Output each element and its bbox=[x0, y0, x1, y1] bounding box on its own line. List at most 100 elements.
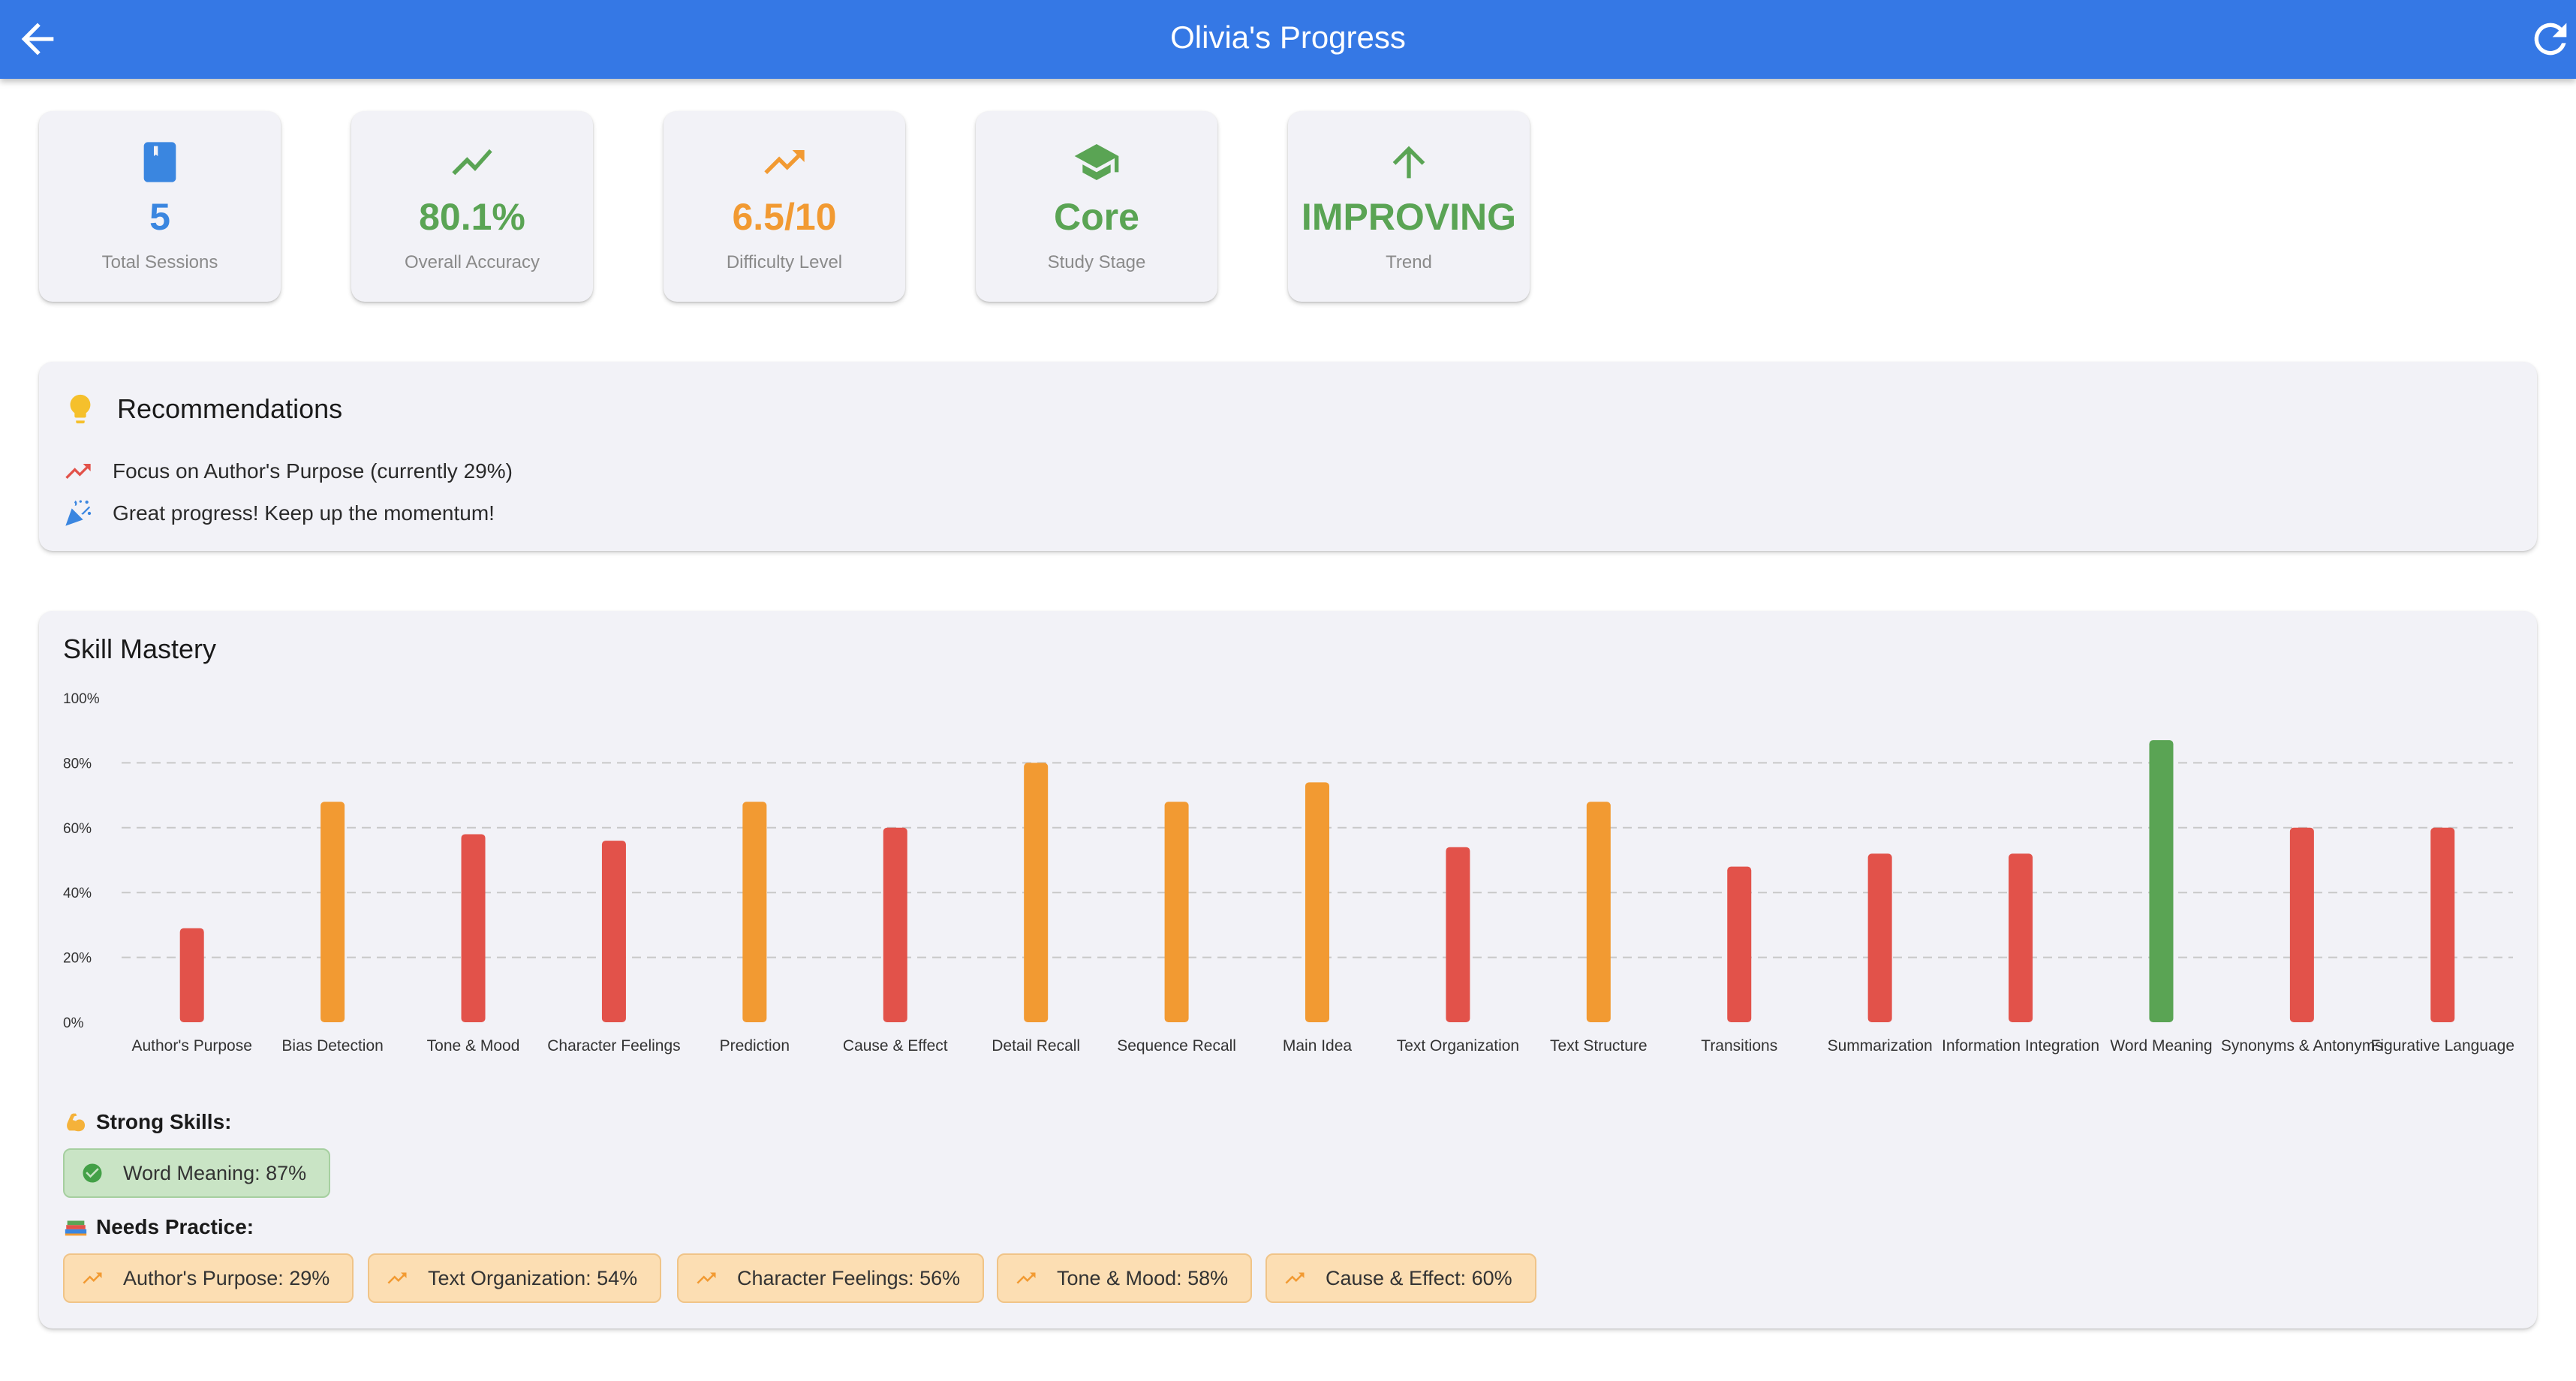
lightbulb-icon bbox=[70, 394, 91, 424]
chip-label: Character Feelings: 56% bbox=[737, 1266, 961, 1289]
stat-card-trend: IMPROVING Trend bbox=[1288, 111, 1530, 302]
bar[interactable] bbox=[1164, 802, 1189, 1022]
trending-up-icon bbox=[697, 1272, 716, 1284]
bar[interactable] bbox=[2289, 827, 2314, 1022]
recommendations-title: Recommendations bbox=[117, 393, 343, 424]
x-tick-label: Bias Detection bbox=[281, 1037, 383, 1055]
needs-practice-label: Needs Practice: bbox=[96, 1215, 254, 1238]
bar[interactable] bbox=[1024, 763, 1049, 1022]
x-tick-label: Tone & Mood bbox=[427, 1037, 520, 1055]
app-bar: Olivia's Progress bbox=[0, 0, 2576, 79]
x-tick-label: Prediction bbox=[720, 1037, 790, 1055]
bar[interactable] bbox=[1867, 853, 1892, 1022]
practice-skill-chip[interactable]: Cause & Effect: 60% bbox=[1265, 1253, 1536, 1303]
skill-mastery-chart: 0% 20% 40% 60% 80% 100% Author's Purpose Bias D… bbox=[63, 691, 2514, 1055]
chip-label: Word Meaning: 87% bbox=[123, 1161, 307, 1184]
recommendations-header: Recommendations bbox=[63, 389, 342, 429]
bar[interactable] bbox=[2430, 827, 2455, 1022]
x-tick-label: Author's Purpose bbox=[131, 1037, 251, 1055]
recommendation-text: Focus on Author's Purpose (currently 29%… bbox=[113, 459, 513, 483]
stat-label: Difficulty Level bbox=[726, 252, 843, 272]
stat-card-total-sessions: 5 Total Sessions bbox=[39, 111, 281, 302]
stat-label: Total Sessions bbox=[101, 252, 218, 272]
chip-label: Text Organization: 54% bbox=[428, 1266, 638, 1289]
strong-skill-chip[interactable]: Word Meaning: 87% bbox=[63, 1148, 331, 1198]
x-tick-label: Synonyms & Antonyms bbox=[2221, 1037, 2383, 1055]
trending-up-icon bbox=[351, 138, 593, 186]
stat-label: Trend bbox=[1386, 252, 1432, 272]
celebration-icon bbox=[65, 500, 92, 526]
bar[interactable] bbox=[2009, 853, 2033, 1022]
trending-up-icon bbox=[387, 1272, 407, 1284]
stat-value: Core bbox=[1054, 196, 1139, 238]
stat-value: 6.5/10 bbox=[732, 196, 837, 238]
bar[interactable] bbox=[883, 827, 907, 1022]
stat-value: 80.1% bbox=[419, 196, 525, 238]
bar[interactable] bbox=[1305, 782, 1329, 1022]
stat-card-study-stage: Core Study Stage bbox=[976, 111, 1217, 302]
stat-label: Overall Accuracy bbox=[404, 252, 540, 272]
bar[interactable] bbox=[742, 802, 767, 1022]
x-tick-label: Text Structure bbox=[1550, 1037, 1648, 1055]
recommendation-item: Focus on Author's Purpose (currently 29%… bbox=[63, 456, 513, 486]
page-title: Olivia's Progress bbox=[1170, 20, 1406, 55]
bar[interactable] bbox=[601, 841, 626, 1022]
school-icon bbox=[976, 138, 1217, 186]
x-tick-label: Transitions bbox=[1701, 1037, 1777, 1055]
chip-label: Author's Purpose: 29% bbox=[123, 1266, 330, 1289]
arrow-up-icon bbox=[1288, 138, 1530, 186]
x-tick-label: Main Idea bbox=[1283, 1037, 1353, 1055]
recommendation-text: Great progress! Keep up the momentum! bbox=[113, 501, 495, 525]
stat-label: Study Stage bbox=[1047, 252, 1146, 272]
book-icon bbox=[39, 138, 281, 186]
chip-label: Cause & Effect: 60% bbox=[1326, 1266, 1512, 1289]
y-tick-label: 80% bbox=[63, 756, 92, 772]
bar[interactable] bbox=[1586, 802, 1611, 1022]
bar[interactable] bbox=[320, 802, 345, 1022]
books-icon bbox=[65, 1220, 87, 1236]
check-circle-icon bbox=[83, 1163, 102, 1183]
bar[interactable] bbox=[1727, 866, 1752, 1022]
stat-value: IMPROVING bbox=[1301, 196, 1517, 238]
flexed-arm-icon bbox=[67, 1113, 86, 1132]
practice-skill-chip[interactable]: Text Organization: 54% bbox=[368, 1253, 662, 1303]
practice-skill-chip[interactable]: Author's Purpose: 29% bbox=[63, 1253, 354, 1303]
trending-up-icon bbox=[1285, 1272, 1305, 1284]
x-tick-label: Cause & Effect bbox=[843, 1037, 948, 1055]
recommendations-card: Recommendations Focus on Author's Purpos… bbox=[39, 362, 2537, 551]
trending-up-arrow-icon bbox=[664, 138, 905, 186]
practice-skill-chip[interactable]: Tone & Mood: 58% bbox=[997, 1253, 1253, 1303]
trending-up-icon bbox=[83, 1272, 102, 1284]
practice-skill-chip[interactable]: Character Feelings: 56% bbox=[677, 1253, 985, 1303]
x-tick-label: Detail Recall bbox=[992, 1037, 1080, 1055]
x-tick-label: Information Integration bbox=[1942, 1037, 2099, 1055]
y-tick-label: 0% bbox=[63, 1015, 84, 1031]
stat-card-difficulty-level: 6.5/10 Difficulty Level bbox=[664, 111, 905, 302]
skill-mastery-title: Skill Mastery bbox=[63, 633, 217, 664]
strong-skills-label: Strong Skills: bbox=[96, 1110, 232, 1133]
x-tick-label: Word Meaning bbox=[2110, 1037, 2212, 1055]
stat-card-overall-accuracy: 80.1% Overall Accuracy bbox=[351, 111, 593, 302]
skill-mastery-card: Skill Mastery 0% 20% 40% 60% 80% 100% Author's… bbox=[39, 611, 2537, 1328]
y-tick-label: 60% bbox=[63, 821, 92, 837]
y-tick-label: 20% bbox=[63, 951, 92, 967]
bar[interactable] bbox=[2149, 740, 2174, 1022]
bar[interactable] bbox=[179, 928, 204, 1022]
trending-up-icon bbox=[65, 464, 91, 479]
y-tick-label: 100% bbox=[63, 691, 100, 707]
bar[interactable] bbox=[1446, 847, 1470, 1022]
stat-value: 5 bbox=[149, 196, 170, 238]
recommendation-item: Great progress! Keep up the momentum! bbox=[63, 498, 495, 528]
x-tick-label: Character Feelings bbox=[547, 1037, 680, 1055]
y-tick-label: 40% bbox=[63, 886, 92, 901]
refresh-icon[interactable] bbox=[2526, 15, 2574, 63]
chip-label: Tone & Mood: 58% bbox=[1057, 1266, 1229, 1289]
x-tick-label: Sequence Recall bbox=[1117, 1037, 1236, 1055]
x-tick-label: Text Organization bbox=[1397, 1037, 1519, 1055]
needs-practice-title: Needs Practice: bbox=[63, 1214, 254, 1240]
trending-up-icon bbox=[1016, 1272, 1036, 1284]
x-tick-label: Figurative Language bbox=[2371, 1037, 2514, 1055]
arrow-back-icon[interactable] bbox=[14, 15, 62, 63]
bar[interactable] bbox=[461, 834, 486, 1022]
strong-skills-title: Strong Skills: bbox=[63, 1109, 231, 1135]
